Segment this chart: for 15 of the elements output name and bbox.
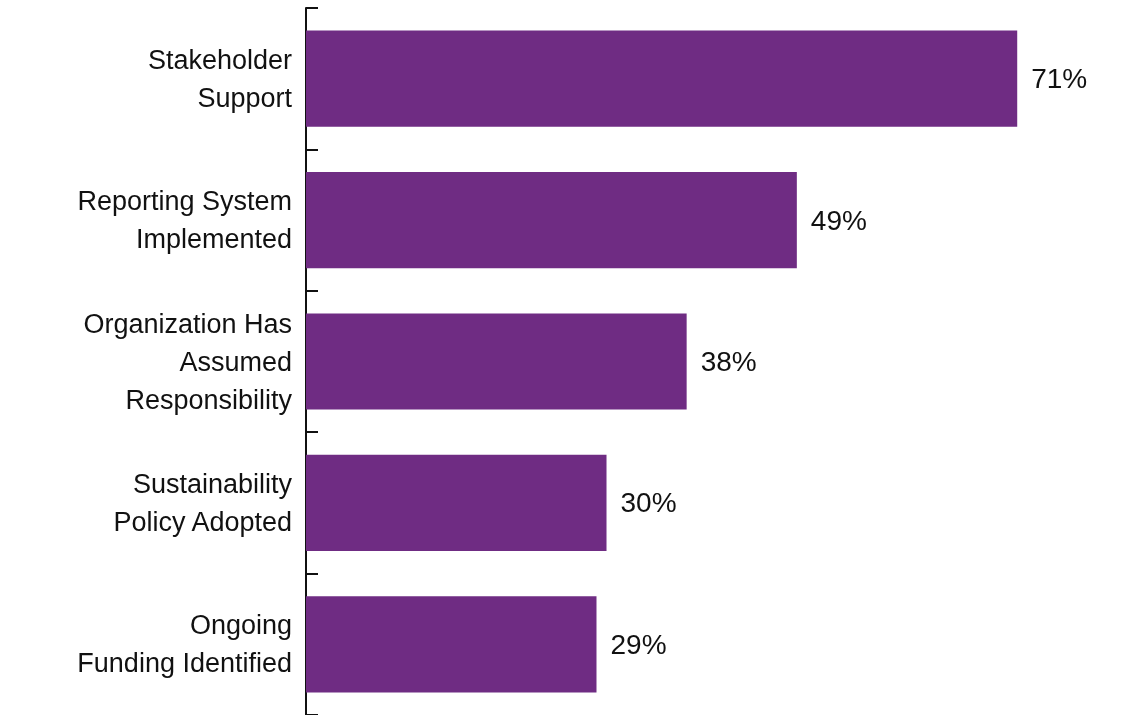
data-label: 71% [1031,63,1088,95]
data-label: 30% [620,487,677,519]
bar [306,30,1018,127]
data-label: 38% [700,346,757,377]
data-label: 29% [610,628,667,660]
y-tick-label: Ongoing Funding Identified [77,610,292,679]
bar [306,596,597,693]
bar [306,172,797,269]
y-tick-label: Organization Has Assumed Responsibility [83,308,293,415]
y-tick-label: Reporting System Implemented [77,186,292,255]
data-label: 49% [810,204,867,236]
y-tick-label: Sustainability Policy Adopted [113,468,293,537]
bar [306,454,607,551]
bar [306,313,687,410]
y-tick-label: Stakeholder Support [147,44,293,113]
